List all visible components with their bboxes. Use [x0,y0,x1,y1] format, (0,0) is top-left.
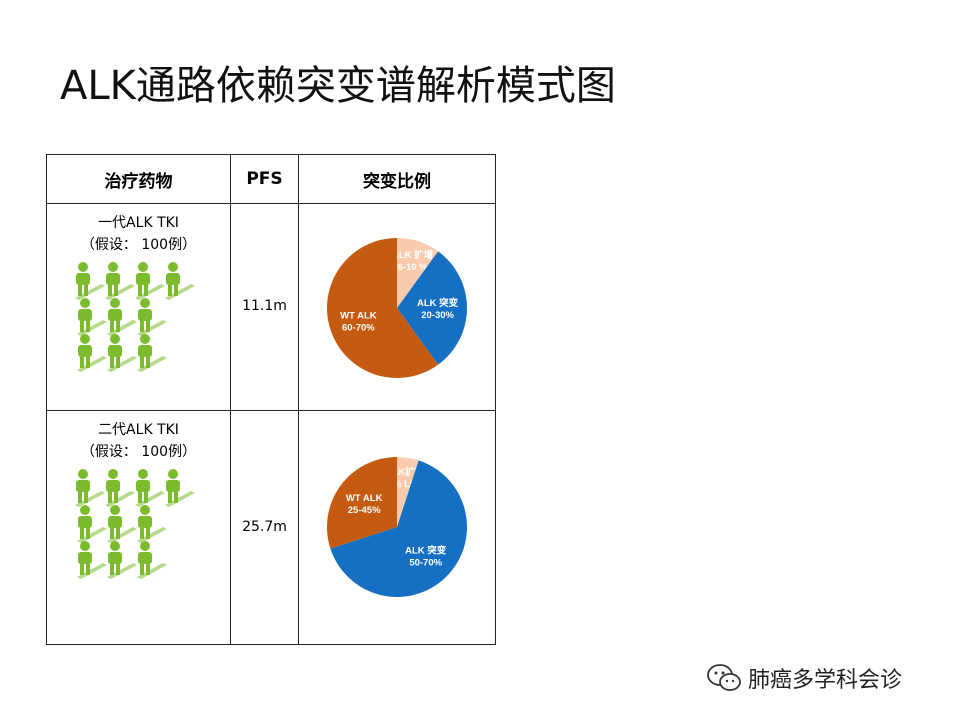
pie-slice-range: % LD [393,479,417,490]
drug-assumption: （假设： 100例） [80,444,197,460]
pie-slice [397,251,467,365]
table-header-row: 治疗药物 PFS 突变比例 [46,154,496,204]
pie-slice-label: WT ALK [346,493,383,504]
treatment-table: 治疗药物 PFS 突变比例 一代ALK TKI （假设： 100例） 11.1m… [46,154,496,645]
pie-slice-range: 50-70% [409,558,442,569]
pie-slice [397,457,419,527]
person-icon [135,262,165,300]
people-group-icon [75,469,195,579]
drug-cell: 二代ALK TKI （假设： 100例） [46,410,231,645]
table-row: 一代ALK TKI （假设： 100例） 11.1m ALK 扩增 6-10 % A… [46,203,496,411]
people-group-icon [75,262,195,372]
pie-slice [327,457,397,549]
person-icon [105,469,135,507]
person-icon [107,298,137,336]
person-icon [107,505,137,543]
pie-slice-label: ALK 扩增 [392,249,433,261]
person-icon [137,298,167,336]
pie-slice-label: ALK 突变 [417,297,459,309]
pfs-cell: 11.1m [230,203,299,411]
person-icon [75,469,105,507]
pfs-value: 11.1m [242,298,287,314]
person-icon [77,298,107,336]
drug-name: 二代ALK TKI [98,422,179,438]
pfs-value: 25.7m [242,519,287,535]
table-row: 二代ALK TKI （假设： 100例） 25.7m ALK扩增% LD ALK … [46,410,496,645]
person-icon [75,262,105,300]
pie-slice-label: ALK 突变 [405,545,447,557]
drug-assumption: （假设： 100例） [80,237,197,253]
pie-cell: ALK扩增% LD ALK 突变 50-70% WT ALK 25-45% [298,410,496,645]
person-icon [137,505,167,543]
person-icon [105,262,135,300]
header-pfs: PFS [230,154,299,204]
person-icon [77,541,107,579]
drug-name: 一代ALK TKI [98,215,179,231]
header-drug: 治疗药物 [46,154,231,204]
person-icon [165,469,195,507]
page-title: ALK通路依赖突变谱解析模式图 [60,63,616,109]
pie-slice [330,460,467,597]
pfs-cell: 25.7m [230,410,299,645]
wechat-icon [707,664,741,691]
pie-slice-range: 60-70% [342,323,375,334]
header-mutation-ratio: 突变比例 [298,154,496,204]
pie-slice-range: 25-45% [348,505,381,516]
drug-cell: 一代ALK TKI （假设： 100例） [46,203,231,411]
person-icon [137,334,167,372]
person-icon [107,541,137,579]
pie-cell: ALK 扩增 6-10 % ALK 突变 20-30% WT ALK 60-70% [298,203,496,411]
person-icon [137,541,167,579]
pie-slice [327,238,439,378]
pie-slice-range: 20-30% [421,310,454,321]
person-icon [77,334,107,372]
person-icon [165,262,195,300]
person-icon [135,469,165,507]
pie-slice-label: WT ALK [340,311,377,322]
pie-slice [397,238,439,308]
person-icon [77,505,107,543]
person-icon [107,334,137,372]
logo-text: 肺癌多学科会诊 [748,668,903,693]
wechat-logo: 肺癌多学科会诊 [706,662,902,694]
pie-slice-range: 6-10 % [398,262,429,273]
